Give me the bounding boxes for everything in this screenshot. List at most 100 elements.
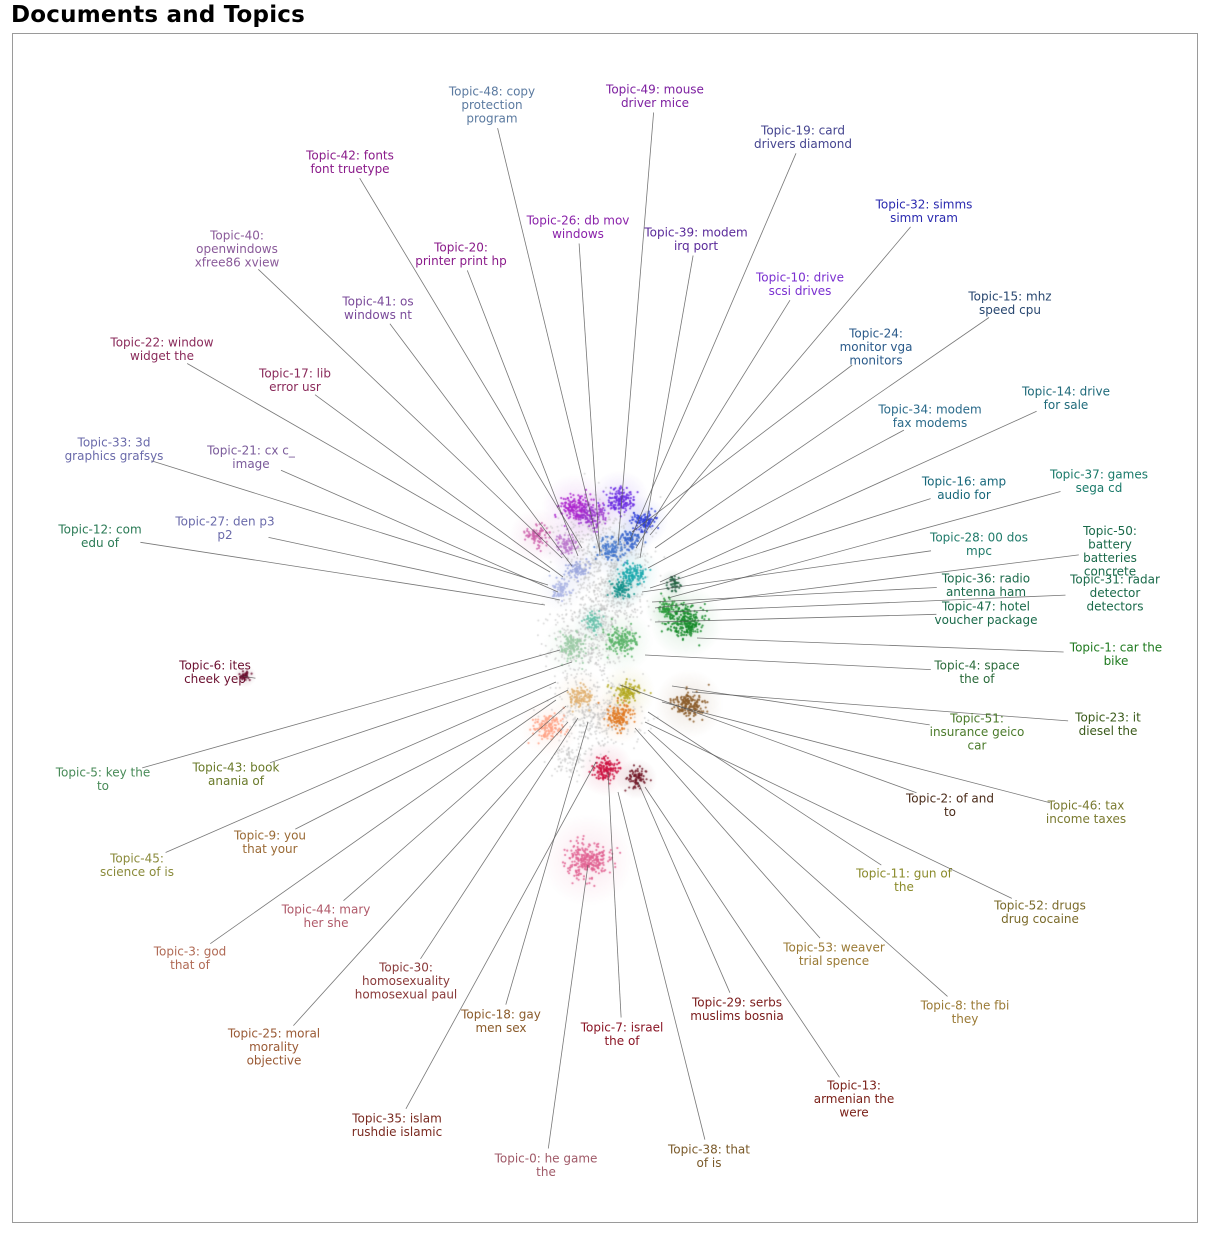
topic-line-topic-41 (389, 323, 573, 567)
topic-label-topic-27: Topic-27: den p3 p2 (174, 514, 274, 542)
topic-line-topic-24 (631, 364, 853, 533)
topic-label-topic-16: Topic-16: amp audio for (921, 474, 1006, 502)
topic-line-topic-42 (359, 177, 583, 549)
topic-label-topic-24: Topic-24: monitor vga monitors (840, 327, 913, 368)
topic-label-topic-37: Topic-37: games sega cd (1049, 467, 1148, 495)
topic-label-topic-25: Topic-25: moral morality objective (227, 1027, 320, 1068)
topic-label-topic-8: Topic-8: the fbi they (920, 998, 1010, 1026)
topic-line-topic-31 (667, 594, 1066, 613)
topic-line-topic-17 (314, 394, 564, 578)
topic-label-topic-40: Topic-40: openwindows xfree86 xview (195, 229, 280, 270)
topic-label-topic-13: Topic-13: armenian the were (814, 1079, 895, 1120)
topic-label-topic-7: Topic-7: israel the of (580, 1020, 664, 1048)
topic-line-topic-27 (268, 537, 561, 601)
topic-line-topic-53 (634, 727, 821, 939)
topic-line-topic-49 (617, 112, 654, 546)
topic-line-topic-20 (466, 270, 579, 557)
topic-label-topic-12: Topic-12: com edu of (57, 522, 141, 550)
topic-line-topic-23 (691, 691, 1069, 722)
topic-label-topic-47: Topic-47: hotel voucher package (934, 599, 1037, 627)
topic-line-topic-3 (210, 699, 557, 945)
topic-label-topic-18: Topic-18: gay men sex (460, 1007, 541, 1035)
topic-label-topic-26: Topic-26: db mov windows (526, 213, 630, 241)
topic-line-topic-44 (343, 705, 567, 902)
topic-label-topic-36: Topic-36: radio antenna ham (941, 571, 1030, 599)
topic-line-topic-52 (644, 721, 1012, 899)
topic-label-topic-32: Topic-32: simms simm vram (875, 197, 973, 225)
topic-label-topic-48: Topic-48: copy protection program (448, 85, 535, 126)
topic-label-topic-11: Topic-11: gun of the (855, 866, 953, 894)
topic-line-topic-12 (140, 541, 546, 606)
topic-label-topic-46: Topic-46: tax income taxes (1046, 798, 1126, 826)
topic-line-topic-7 (607, 771, 622, 1018)
topic-label-topic-4: Topic-4: space the of (933, 658, 1019, 686)
topic-line-topic-29 (637, 781, 731, 993)
topic-label-topic-28: Topic-28: 00 dos mpc (929, 530, 1028, 558)
topic-line-topic-11 (647, 711, 882, 866)
topic-label-topic-30: Topic-30: homosexuality homosexual paul (355, 961, 458, 1002)
topic-label-topic-20: Topic-20: printer print hp (415, 240, 507, 267)
topic-line-topic-6 (240, 675, 256, 679)
topic-label-topic-52: Topic-52: drugs drug cocaine (993, 898, 1086, 926)
topic-line-topic-28 (641, 550, 932, 593)
topic-line-topic-4 (644, 654, 931, 670)
topic-line-topic-30 (420, 717, 579, 960)
topic-line-topic-45 (165, 681, 557, 853)
topic-label-topic-21: Topic-21: cx c_ image (206, 443, 296, 471)
topic-line-topic-14 (659, 410, 1037, 583)
topic-label-topic-17: Topic-17: lib error usr (258, 366, 331, 394)
topic-line-topic-0 (547, 864, 589, 1149)
topic-line-topic-21 (280, 469, 559, 593)
topic-label-topic-9: Topic-9: you that your (233, 828, 306, 856)
topic-label-topic-49: Topic-49: mouse driver mice (605, 82, 704, 110)
topic-line-topic-33 (151, 460, 549, 586)
topic-label-topic-29: Topic-29: serbs muslims bosnia (690, 995, 783, 1023)
topic-label-topic-35: Topic-35: islam rushdie islamic (351, 1111, 442, 1139)
topic-line-topic-19 (629, 153, 797, 541)
topic-label-topic-19: Topic-19: card drivers diamond (754, 123, 852, 151)
topic-label-topic-22: Topic-22: window widget the (109, 335, 213, 363)
topic-label-topic-38: Topic-38: that of is (667, 1142, 750, 1170)
topic-label-topic-23: Topic-23: it diesel the (1074, 710, 1141, 738)
topic-label-topic-0: Topic-0: he game the (494, 1151, 598, 1179)
topic-line-topic-26 (578, 243, 601, 557)
topic-label-topic-31: Topic-31: radar detector detectors (1069, 573, 1160, 614)
topic-line-topic-13 (644, 786, 840, 1078)
topic-line-topic-36 (651, 587, 937, 603)
topic-line-topic-15 (654, 317, 990, 549)
topic-label-topic-45: Topic-45: science of is (100, 851, 174, 879)
topic-label-topic-53: Topic-53: weaver trial spence (782, 940, 885, 968)
topic-label-topic-10: Topic-10: drive scsi drives (755, 270, 844, 298)
topic-label-topic-2: Topic-2: of and to (905, 791, 994, 819)
topic-label-topic-14: Topic-14: drive for sale (1021, 384, 1110, 412)
topic-label-topic-51: Topic-51: insurance geico car (930, 712, 1025, 753)
topic-label-topic-50: Topic-50: battery batteries concrete (1082, 524, 1137, 579)
topic-label-topic-33: Topic-33: 3d graphics grafsys (65, 435, 164, 463)
topic-line-topic-40 (258, 269, 563, 559)
topic-label-topic-5: Topic-5: key the to (55, 765, 151, 793)
topic-label-topic-43: Topic-43: book anania of (192, 760, 280, 788)
topic-line-topic-18 (505, 721, 589, 1005)
topic-line-topic-32 (649, 226, 911, 536)
topic-label-topic-41: Topic-41: os windows nt (341, 294, 413, 322)
topic-line-topic-8 (647, 729, 948, 997)
topic-label-topic-44: Topic-44: mary her she (281, 902, 371, 930)
topic-label-topic-42: Topic-42: fonts font truetype (305, 148, 394, 176)
topic-line-topic-9 (295, 689, 569, 830)
topic-line-topic-43 (269, 661, 573, 764)
topic-label-topic-34: Topic-34: modem fax modems (877, 402, 981, 430)
topic-line-topic-39 (639, 255, 694, 559)
topic-line-topic-16 (649, 498, 931, 589)
topic-line-topic-5 (142, 649, 561, 769)
topic-line-topic-38 (617, 791, 706, 1140)
topic-line-topic-35 (405, 761, 597, 1109)
topic-label-topic-15: Topic-15: mhz speed cpu (967, 289, 1051, 317)
topic-line-topic-25 (293, 721, 569, 1026)
topic-label-topic-6: Topic-6: ites cheek yep (178, 658, 251, 686)
topic-line-topic-51 (671, 685, 930, 726)
topic-line-topic-34 (647, 429, 905, 569)
topic-label-topic-3: Topic-3: god that of (153, 944, 227, 972)
